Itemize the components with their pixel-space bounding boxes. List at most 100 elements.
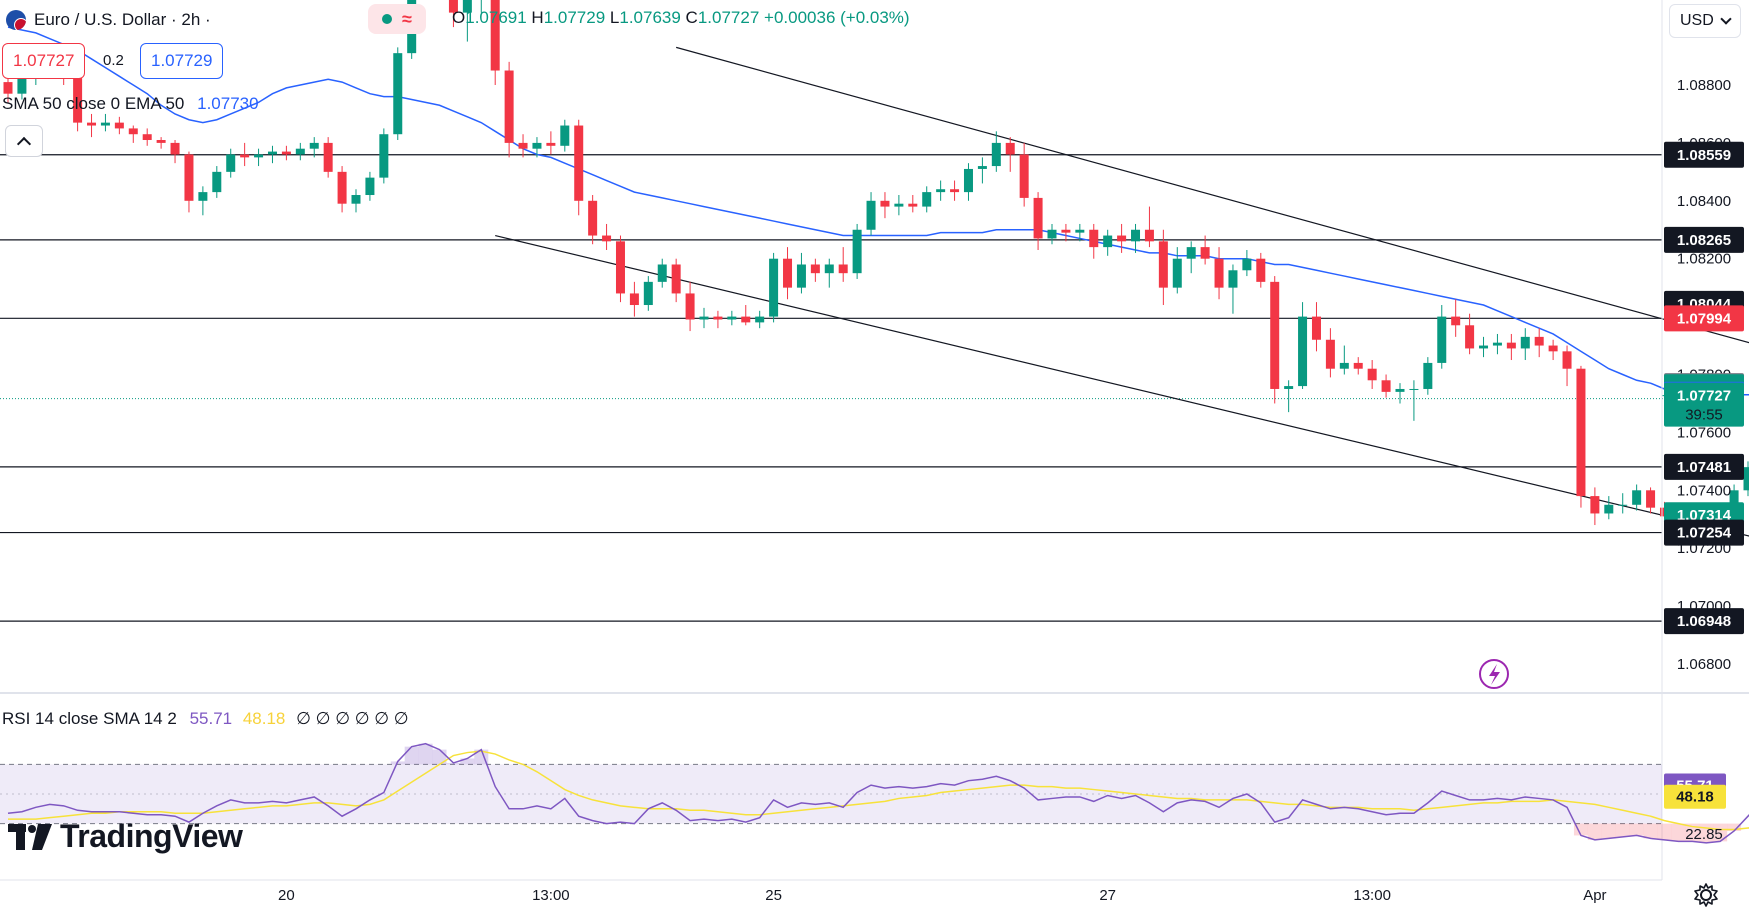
market-status-pill[interactable]: ≈: [368, 4, 426, 34]
symbol-title: Euro / U.S. Dollar · 2h ·: [34, 10, 211, 29]
price-badge: 1.06948: [1664, 608, 1744, 635]
candle-body: [1270, 281, 1280, 389]
candle-body: [1562, 351, 1572, 369]
candle-body: [337, 171, 347, 204]
high-label: H: [531, 8, 544, 27]
candle-body: [615, 241, 625, 294]
candle-body: [518, 142, 528, 149]
candle-body: [991, 142, 1001, 167]
rsi-legend-label: RSI 14 close SMA 14 2: [2, 709, 177, 728]
candle-body: [212, 171, 222, 193]
price-tick-label: 1.07400: [1677, 482, 1731, 499]
price-badge: 1.07727 39:55: [1664, 382, 1744, 427]
candle-body: [977, 166, 987, 169]
candle-body: [713, 316, 723, 320]
collapse-legend-button[interactable]: [5, 125, 43, 157]
open-value: 1.07691: [465, 8, 527, 27]
price-badge-bg: [1664, 305, 1744, 332]
candle-body: [643, 281, 653, 306]
candle-body: [1437, 316, 1447, 363]
rsi-legend-value: 55.71: [189, 709, 233, 728]
candle-body: [1033, 197, 1043, 239]
time-tick-label: 13:00: [1353, 887, 1391, 904]
candle-body: [685, 293, 695, 320]
candle-body: [1005, 142, 1015, 155]
candle-body: [1256, 258, 1266, 282]
candle-body: [908, 203, 918, 207]
rsi-oversold-fill: [1587, 823, 1602, 840]
rsi-oversold-fill: [1671, 823, 1686, 842]
lightning-icon[interactable]: [1479, 659, 1509, 689]
price-badge-text: 1.07727: [1677, 388, 1731, 405]
candle-body: [142, 134, 152, 141]
candle-body: [1743, 467, 1749, 491]
candle-body: [267, 151, 277, 155]
sma-indicator-legend[interactable]: SMA 50 close 0 EMA 50 1.07730: [2, 94, 259, 114]
high-value: 1.07729: [543, 8, 606, 27]
currency-select[interactable]: USD: [1669, 4, 1741, 38]
rsi-ma-legend-value: 48.18: [242, 709, 286, 728]
price-badge-text: 1.08265: [1677, 232, 1731, 249]
chevron-up-icon: [16, 136, 32, 151]
price-tick-label: 1.08200: [1677, 251, 1731, 268]
price-badge-bg: [1664, 382, 1744, 427]
candle-body: [1047, 229, 1057, 239]
rsi-oversold-fill: [1601, 823, 1616, 839]
candle-body: [671, 264, 681, 294]
candle-body: [574, 125, 584, 201]
candle-body: [1325, 339, 1335, 369]
symbol-legend[interactable]: Euro / U.S. Dollar · 2h ·: [0, 0, 211, 40]
time-tick-label: 27: [1099, 887, 1116, 904]
rsi-extra-values: ∅ ∅ ∅ ∅ ∅ ∅: [296, 709, 409, 728]
price-tick-label: 1.07600: [1677, 424, 1731, 441]
sma-50-line: [7, 26, 1749, 396]
candle-body: [963, 168, 973, 193]
sell-button[interactable]: 1.07727: [2, 43, 86, 79]
candle-body: [490, 0, 500, 71]
candle-body: [1214, 258, 1224, 288]
spread-value: 0.2: [103, 52, 124, 69]
sma-indicator-label: SMA 50 close 0 EMA 50: [2, 94, 185, 113]
candle-body: [1423, 362, 1433, 389]
settings-gear-icon[interactable]: [1693, 882, 1719, 908]
price-axis-badges: 1.085591.082651.080441.079941.077601.077…: [1664, 141, 1744, 635]
candle-body: [588, 200, 598, 236]
candle-body: [741, 316, 751, 323]
price-tick-label: 1.08400: [1677, 193, 1731, 210]
candle-body: [769, 258, 779, 317]
candle-body: [1618, 504, 1628, 506]
rsi-legend[interactable]: RSI 14 close SMA 14 2 55.71 48.18 ∅ ∅ ∅ …: [2, 709, 409, 729]
candle-body: [1019, 154, 1029, 198]
change-value: +0.00036 (+0.03%): [764, 8, 910, 27]
time-tick-label: 20: [278, 887, 295, 904]
candle-body: [1479, 345, 1489, 349]
price-badge-bg: [1664, 226, 1744, 253]
close-value: 1.07727: [697, 8, 760, 27]
rsi-oversold-fill: [1713, 823, 1728, 842]
candle-body: [1632, 490, 1642, 505]
candle-body: [3, 82, 13, 94]
rsi-line: [7, 742, 1749, 844]
candle-body: [880, 200, 890, 207]
price-badge-text: 1.08559: [1677, 147, 1731, 164]
candle-body: [504, 70, 514, 143]
candle-body: [894, 203, 904, 207]
candle-body: [1075, 229, 1085, 233]
candle-body: [936, 189, 946, 193]
buy-button[interactable]: 1.07729: [140, 43, 224, 79]
candle-body: [1200, 247, 1210, 259]
main-pane[interactable]: [0, 0, 1662, 693]
low-value: 1.07639: [619, 8, 681, 27]
candle-body: [114, 122, 124, 129]
candle-body: [1186, 247, 1196, 259]
tradingview-logo[interactable]: TradingView: [8, 818, 243, 855]
time-tick-label: Apr: [1583, 887, 1606, 904]
candle-body: [87, 122, 97, 126]
channel-line: [676, 46, 1749, 344]
candle-body: [1242, 258, 1252, 271]
candle-body: [365, 177, 375, 196]
close-label: C: [685, 8, 698, 27]
price-badge-text: 1.07481: [1677, 459, 1731, 476]
